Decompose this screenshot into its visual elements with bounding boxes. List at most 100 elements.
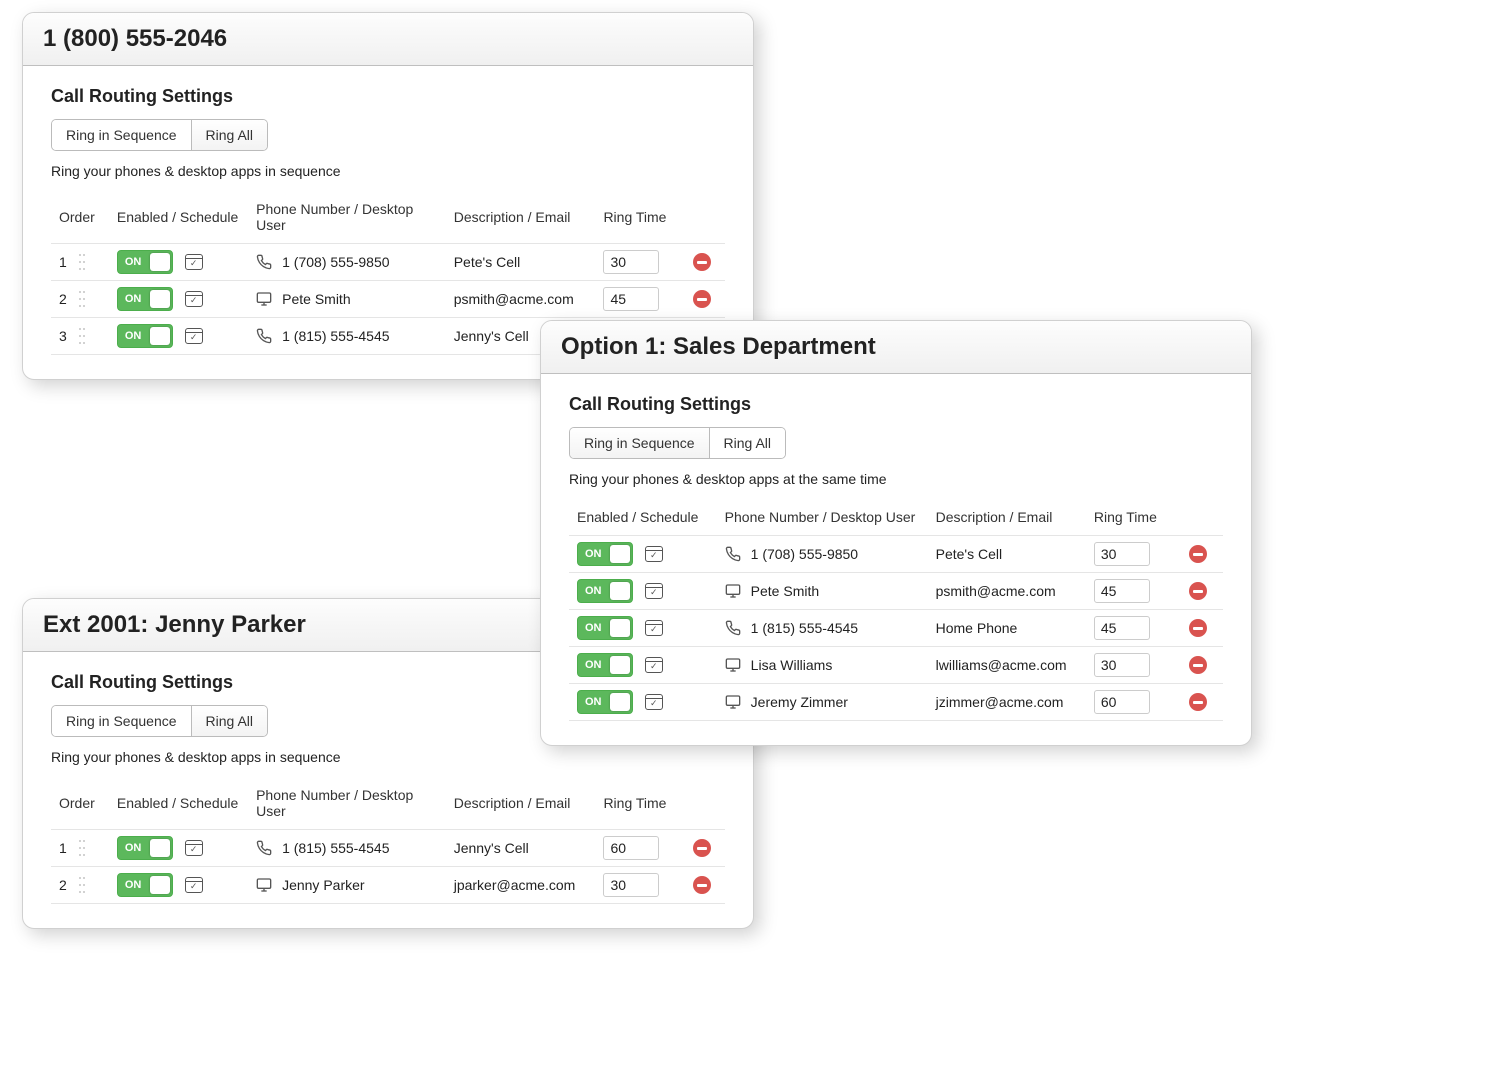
enabled-toggle[interactable]: ON [117, 324, 173, 348]
enabled-toggle[interactable]: ON [577, 579, 633, 603]
routing-table: Enabled / Schedule Phone Number / Deskto… [569, 503, 1223, 721]
schedule-icon[interactable] [645, 620, 663, 636]
description-label: Jenny's Cell [454, 840, 529, 856]
toggle-label: ON [585, 659, 602, 671]
ring-time-input[interactable]: 60 [1094, 690, 1150, 714]
schedule-icon[interactable] [645, 546, 663, 562]
enabled-toggle[interactable]: ON [577, 690, 633, 714]
routing-table: Order Enabled / Schedule Phone Number / … [51, 781, 725, 904]
toggle-label: ON [585, 622, 602, 634]
ring-all-button[interactable]: Ring All [191, 706, 267, 736]
ring-time-input[interactable]: 30 [603, 250, 659, 274]
order-number: 2 [59, 877, 67, 893]
toggle-label: ON [125, 293, 142, 305]
phone-label: 1 (815) 555-4545 [282, 328, 389, 344]
drag-handle-icon[interactable] [79, 291, 87, 307]
col-ring-header: Ring Time [595, 781, 685, 830]
enabled-toggle[interactable]: ON [117, 836, 173, 860]
ring-sequence-button[interactable]: Ring in Sequence [52, 706, 191, 736]
phone-icon [256, 254, 272, 270]
delete-button[interactable] [1189, 582, 1207, 600]
ring-time-input[interactable]: 30 [1094, 542, 1150, 566]
phone-label: Pete Smith [282, 291, 350, 307]
phone-label: 1 (815) 555-4545 [751, 620, 858, 636]
ring-time-input[interactable]: 45 [1094, 616, 1150, 640]
delete-button[interactable] [1189, 545, 1207, 563]
phone-label: 1 (815) 555-4545 [282, 840, 389, 856]
phone-label: Pete Smith [751, 583, 819, 599]
phone-label: Lisa Williams [751, 657, 833, 673]
ring-time-input[interactable]: 30 [1094, 653, 1150, 677]
desktop-icon [725, 583, 741, 599]
enabled-toggle[interactable]: ON [117, 250, 173, 274]
col-phone-header: Phone Number / Desktop User [248, 195, 446, 244]
delete-button[interactable] [1189, 619, 1207, 637]
ring-sequence-button[interactable]: Ring in Sequence [52, 120, 191, 150]
schedule-icon[interactable] [185, 291, 203, 307]
col-phone-header: Phone Number / Desktop User [717, 503, 928, 536]
col-enabled-header: Enabled / Schedule [109, 781, 248, 830]
drag-handle-icon[interactable] [79, 328, 87, 344]
phone-icon [256, 840, 272, 856]
mode-description: Ring your phones & desktop apps in seque… [51, 163, 725, 179]
delete-button[interactable] [693, 876, 711, 894]
delete-button[interactable] [693, 839, 711, 857]
ring-mode-toggle: Ring in Sequence Ring All [51, 705, 268, 737]
toggle-label: ON [125, 842, 142, 854]
drag-handle-icon[interactable] [79, 877, 87, 893]
phone-icon [256, 328, 272, 344]
table-row: ONJeremy Zimmerjzimmer@acme.com60 [569, 684, 1223, 721]
delete-button[interactable] [693, 253, 711, 271]
schedule-icon[interactable] [185, 877, 203, 893]
ring-time-input[interactable]: 45 [1094, 579, 1150, 603]
delete-button[interactable] [1189, 656, 1207, 674]
drag-handle-icon[interactable] [79, 840, 87, 856]
table-row: 2ONPete Smithpsmith@acme.com45 [51, 281, 725, 318]
toggle-label: ON [585, 585, 602, 597]
schedule-icon[interactable] [185, 328, 203, 344]
ring-time-input[interactable]: 30 [603, 873, 659, 897]
ring-time-input[interactable]: 60 [603, 836, 659, 860]
card-title: 1 (800) 555-2046 [23, 13, 753, 66]
delete-button[interactable] [693, 290, 711, 308]
col-desc-header: Description / Email [928, 503, 1086, 536]
drag-handle-icon[interactable] [79, 254, 87, 270]
toggle-label: ON [125, 256, 142, 268]
description-label: Pete's Cell [454, 254, 520, 270]
phone-label: Jeremy Zimmer [751, 694, 848, 710]
description-label: psmith@acme.com [936, 583, 1056, 599]
schedule-icon[interactable] [645, 694, 663, 710]
schedule-icon[interactable] [645, 583, 663, 599]
table-row: 1ON1 (708) 555-9850Pete's Cell30 [51, 244, 725, 281]
col-enabled-header: Enabled / Schedule [109, 195, 248, 244]
schedule-icon[interactable] [185, 254, 203, 270]
table-row: 2ONJenny Parkerjparker@acme.com30 [51, 867, 725, 904]
table-row: ON1 (708) 555-9850Pete's Cell30 [569, 536, 1223, 573]
description-label: psmith@acme.com [454, 291, 574, 307]
toggle-label: ON [585, 548, 602, 560]
mode-description: Ring your phones & desktop apps at the s… [569, 471, 1223, 487]
enabled-toggle[interactable]: ON [117, 287, 173, 311]
routing-card-sales: Option 1: Sales Department Call Routing … [540, 320, 1252, 746]
ring-all-button[interactable]: Ring All [709, 428, 785, 458]
schedule-icon[interactable] [185, 840, 203, 856]
enabled-toggle[interactable]: ON [577, 653, 633, 677]
enabled-toggle[interactable]: ON [577, 542, 633, 566]
delete-button[interactable] [1189, 693, 1207, 711]
ring-all-button[interactable]: Ring All [191, 120, 267, 150]
ring-sequence-button[interactable]: Ring in Sequence [570, 428, 709, 458]
table-row: ON Pete Smith psmith@acme.com 45 [569, 573, 1223, 610]
enabled-toggle[interactable]: ON [577, 616, 633, 640]
mode-description: Ring your phones & desktop apps in seque… [51, 749, 725, 765]
col-ring-header: Ring Time [1086, 503, 1181, 536]
description-label: Pete's Cell [936, 546, 1002, 562]
desktop-icon [725, 657, 741, 673]
order-number: 3 [59, 328, 67, 344]
col-desc-header: Description / Email [446, 781, 596, 830]
enabled-toggle[interactable]: ON [117, 873, 173, 897]
description-label: lwilliams@acme.com [936, 657, 1067, 673]
col-phone-header: Phone Number / Desktop User [248, 781, 446, 830]
schedule-icon[interactable] [645, 657, 663, 673]
ring-time-input[interactable]: 45 [603, 287, 659, 311]
toggle-label: ON [125, 330, 142, 342]
